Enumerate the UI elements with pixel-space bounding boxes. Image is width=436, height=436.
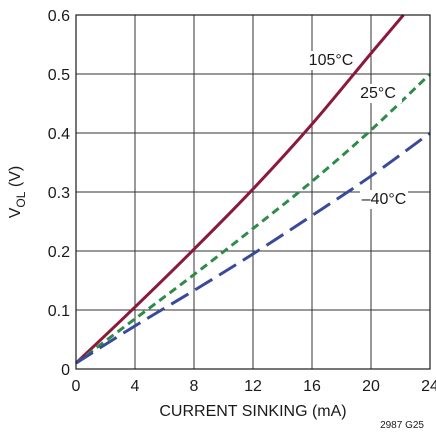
y-tick-label: 0.2 xyxy=(48,244,70,261)
series-label: 105°C xyxy=(309,52,354,69)
x-tick-label: 12 xyxy=(244,378,262,395)
series-lines xyxy=(74,14,432,365)
y-axis-label-main: V xyxy=(7,207,24,218)
y-axis-label-subscript: OL xyxy=(14,191,28,207)
y-tick-label: 0.4 xyxy=(48,126,70,143)
series-label-background xyxy=(307,51,355,70)
plot-frame xyxy=(75,14,431,370)
x-tick-label: 0 xyxy=(72,378,81,395)
x-tick-label: 24 xyxy=(421,378,436,395)
series-label: 25°C xyxy=(360,85,396,102)
x-tick-label: 8 xyxy=(190,378,199,395)
series-label-background xyxy=(360,190,408,209)
y-tick-label: 0.1 xyxy=(48,303,70,320)
y-axis-label-unit: (V) xyxy=(7,166,24,192)
y-tick-labels: 0 0.1 0.2 0.3 0.4 0.5 0.6 xyxy=(48,8,70,379)
y-tick-label: 0.6 xyxy=(48,8,70,25)
x-axis-label: CURRENT SINKING (mA) xyxy=(159,403,346,420)
y-tick-label: 0.5 xyxy=(48,67,70,84)
x-tick-label: 4 xyxy=(131,378,140,395)
y-tick-label: 0 xyxy=(61,362,70,379)
series-line-25c xyxy=(75,72,432,365)
series-label-background xyxy=(354,84,402,103)
series-label: –40°C xyxy=(362,191,407,208)
x-tick-label: 20 xyxy=(362,378,380,395)
series-labels: 105°C 25°C –40°C xyxy=(307,51,408,209)
figure-id: 2987 G25 xyxy=(380,420,424,431)
x-tick-labels: 0 4 8 12 16 20 24 xyxy=(72,378,436,395)
series-line-105c xyxy=(74,14,405,365)
x-tick-label: 16 xyxy=(303,378,321,395)
y-axis-label: VOL (V) xyxy=(7,166,28,218)
y-tick-label: 0.3 xyxy=(48,185,70,202)
series-line-40c xyxy=(75,131,431,365)
